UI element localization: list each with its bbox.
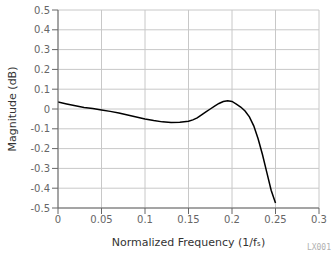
html-text:LX001: LX001 xyxy=(306,243,331,252)
svg-text:0.05: 0.05 xyxy=(90,214,112,225)
svg-text:-0.4: -0.4 xyxy=(30,183,50,194)
svg-text:0.1: 0.1 xyxy=(137,214,153,225)
svg-text:0.1: 0.1 xyxy=(34,84,50,95)
svg-text:0.3: 0.3 xyxy=(311,214,327,225)
svg-text:0.2: 0.2 xyxy=(34,64,50,75)
svg-text:0.15: 0.15 xyxy=(177,214,199,225)
svg-text:Magnitude (dB): Magnitude (dB) xyxy=(6,67,19,152)
svg-text:0.3: 0.3 xyxy=(34,44,50,55)
svg-text:0.5: 0.5 xyxy=(34,5,50,16)
svg-text:Normalized Frequency (1/fₛ): Normalized Frequency (1/fₛ) xyxy=(112,236,265,249)
svg-text:0.25: 0.25 xyxy=(264,214,286,225)
svg-text:-0.5: -0.5 xyxy=(30,203,50,214)
svg-text:-0.3: -0.3 xyxy=(30,163,50,174)
svg-text:0: 0 xyxy=(44,104,50,115)
svg-text:0.4: 0.4 xyxy=(34,24,50,35)
svg-text:-0.2: -0.2 xyxy=(30,143,50,154)
svg-text:0.2: 0.2 xyxy=(224,214,240,225)
svg-text:-0.1: -0.1 xyxy=(30,123,50,134)
svg-text:0: 0 xyxy=(55,214,61,225)
